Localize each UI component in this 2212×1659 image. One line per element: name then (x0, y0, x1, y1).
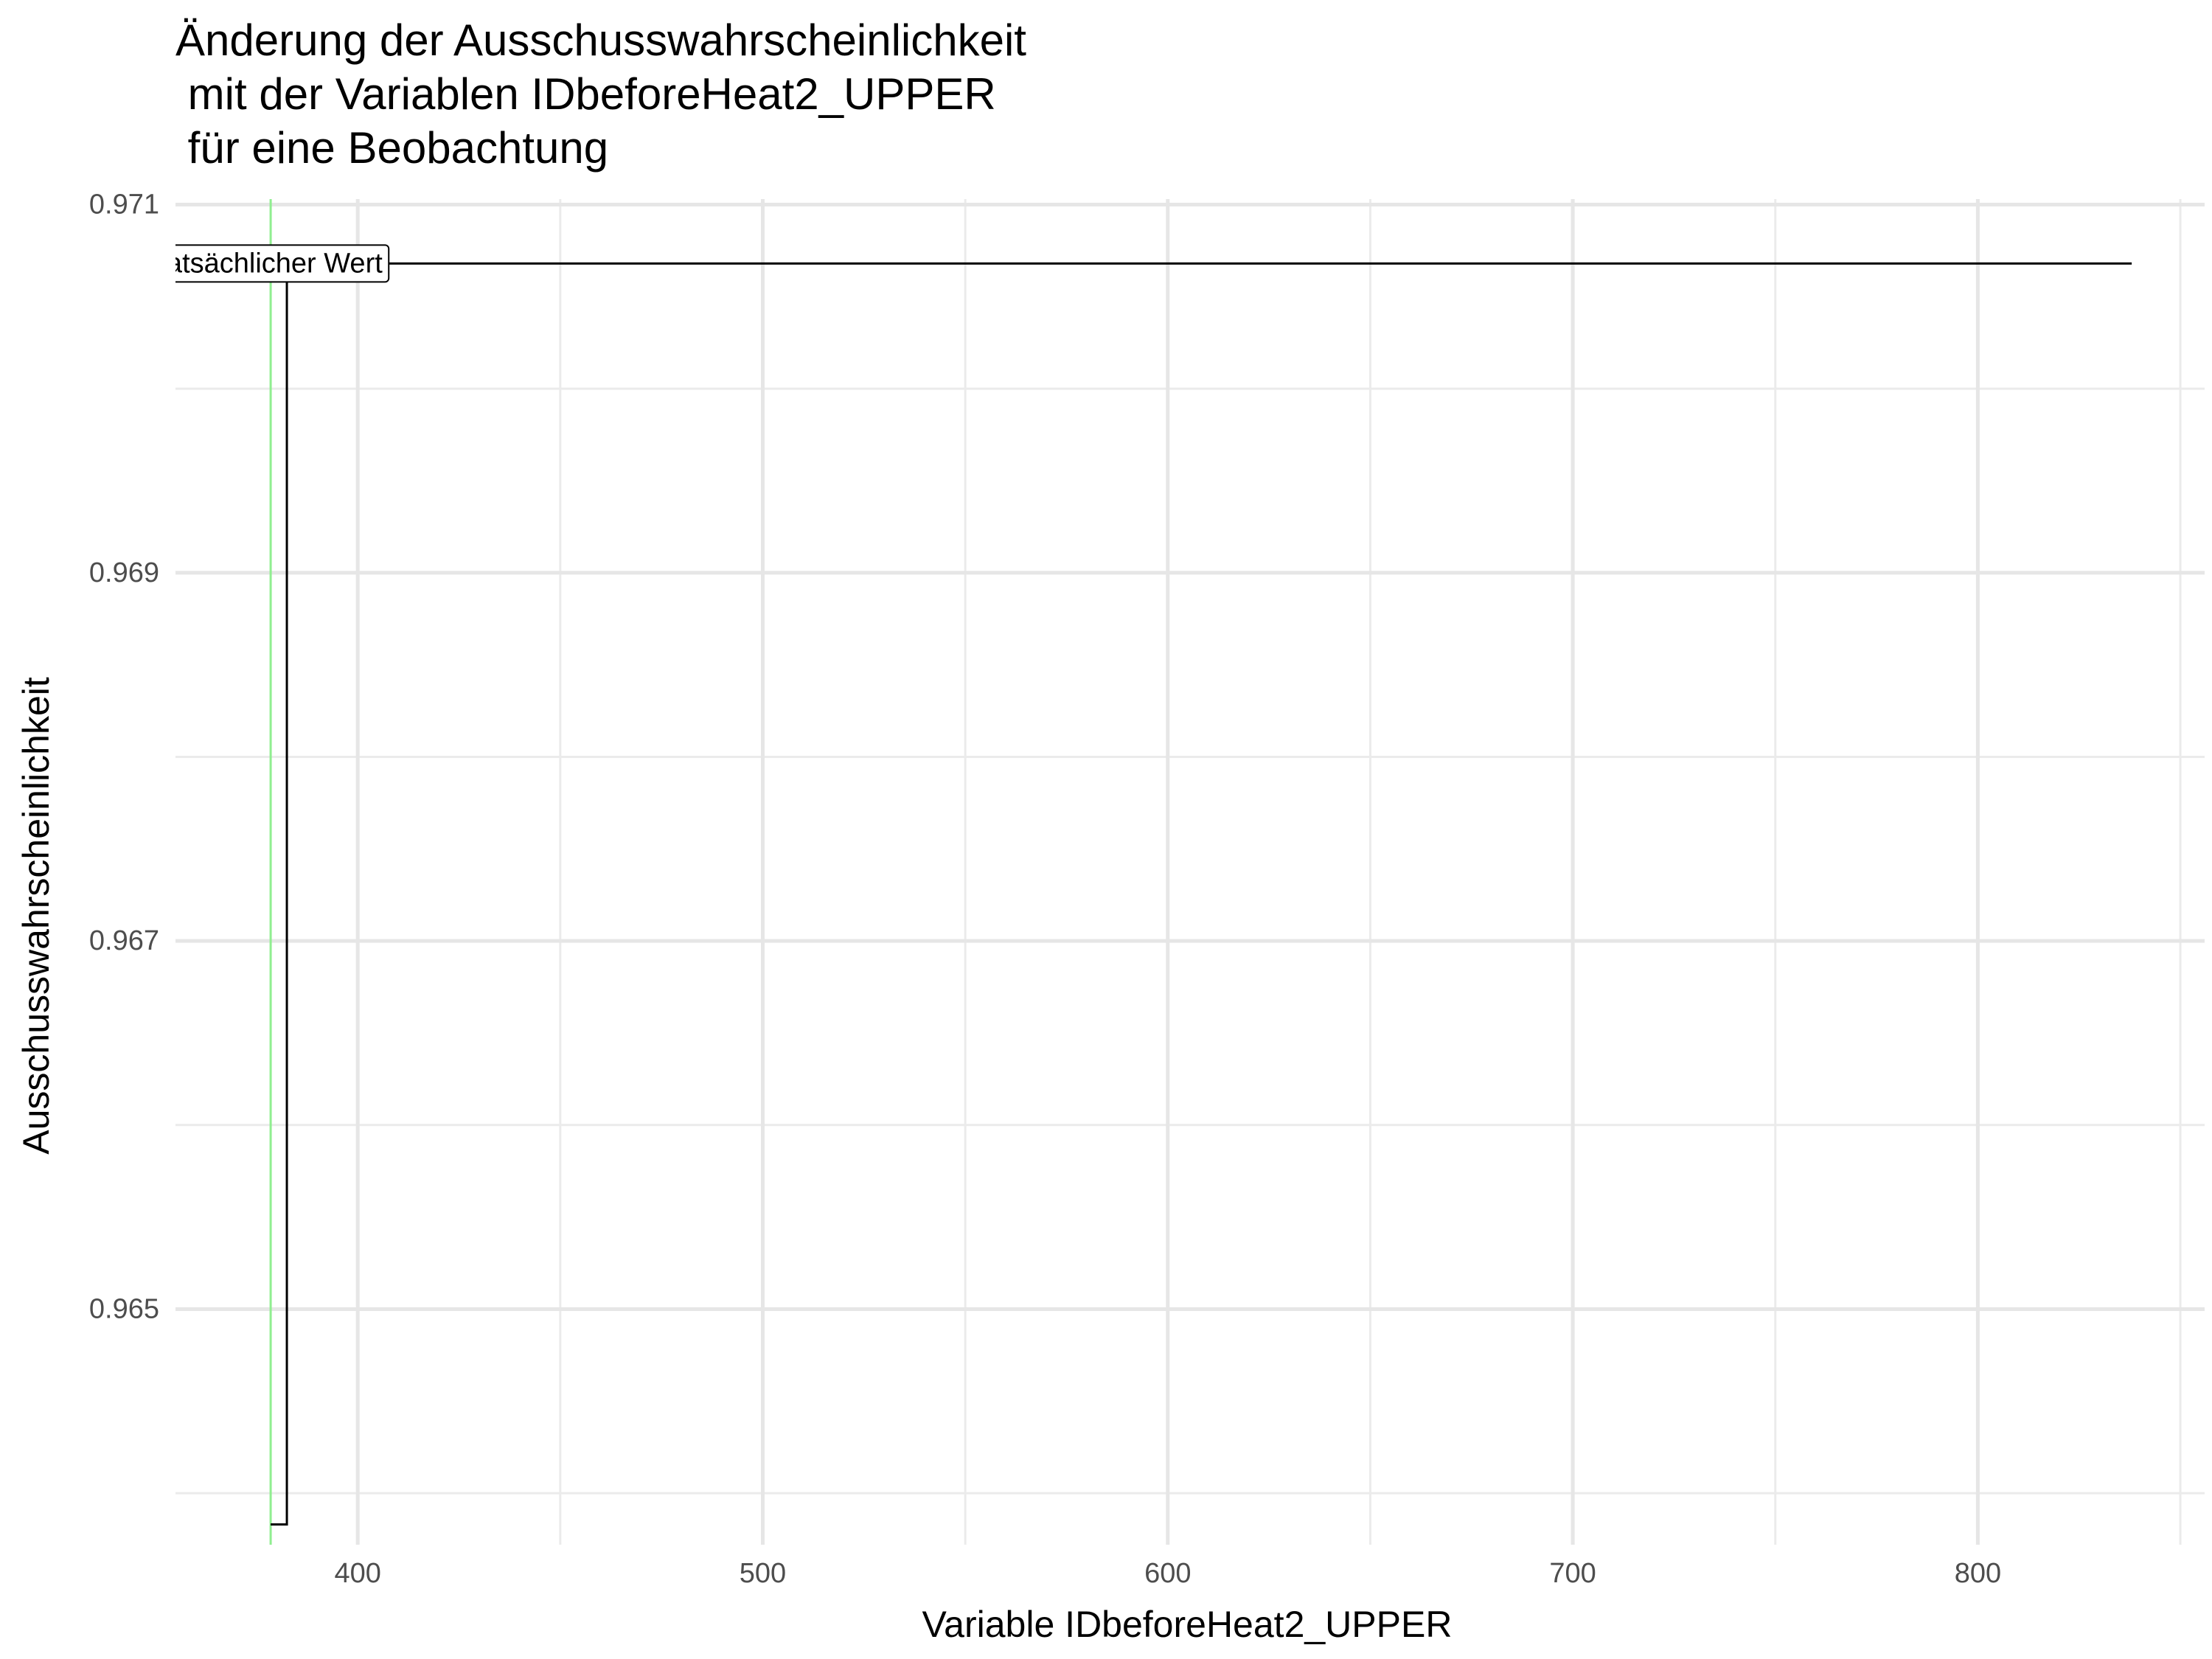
plot-area: tatsächlicher Wert (159, 199, 2132, 1545)
x-tick-label: 500 (740, 1558, 786, 1589)
annotation-text: tatsächlicher Wert (159, 248, 383, 279)
x-tick-label: 600 (1144, 1558, 1191, 1589)
chart-title-line-2: mit der Variablen IDbeforeHeat2_UPPER (175, 69, 996, 119)
y-tick-label: 0.969 (89, 557, 159, 588)
chart-title-line-3: für eine Beobachtung (175, 123, 608, 173)
x-tick-label: 400 (334, 1558, 380, 1589)
series-step-line-0 (271, 262, 2132, 1526)
x-axis-title: Variable IDbeforeHeat2_UPPER (922, 1604, 1453, 1645)
chart-title-line-1: Änderung der Ausschusswahrscheinlichkeit (175, 15, 1026, 65)
grid (175, 199, 2205, 1545)
x-tick-label: 700 (1549, 1558, 1596, 1589)
annotation-label: tatsächlicher Wert (159, 244, 390, 283)
y-tick-label: 0.967 (89, 925, 159, 956)
x-axis-ticks: 400 500 600 700 800 (334, 1558, 2001, 1589)
annotation-box (175, 244, 390, 283)
y-tick-label: 0.965 (89, 1293, 159, 1324)
y-tick-label: 0.971 (89, 189, 159, 220)
y-axis-title: Ausschusswahrscheinlichkeit (15, 677, 57, 1155)
y-axis-ticks: 0.965 0.967 0.969 0.971 (89, 189, 159, 1324)
x-tick-label: 800 (1955, 1558, 2001, 1589)
